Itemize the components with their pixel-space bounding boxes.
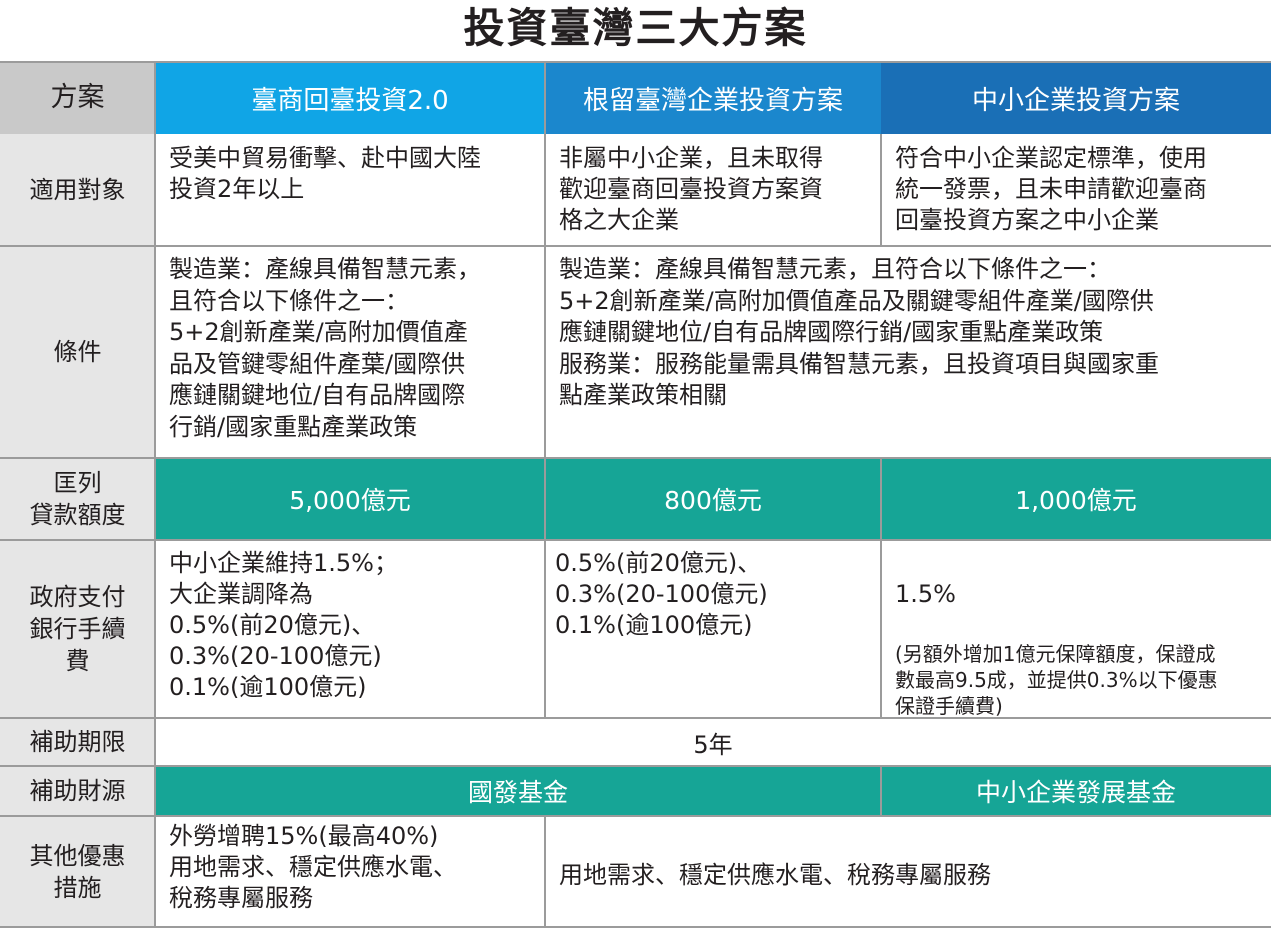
fee-col3: 1.5% (另額外增加1億元保障額度，保證成 數最高9.5成，並提供0.3%以下… [881,540,1271,718]
other-label-line2: 措施 [53,874,102,902]
loan-label-line1: 匡列 [53,469,102,497]
header-col1-label: 臺商回臺投資2.0 [251,85,449,116]
row-divider [0,765,1271,767]
other-label-line1: 其他優惠 [29,842,126,870]
col-divider [544,458,546,718]
header-col1: 臺商回臺投資2.0 [155,62,545,134]
other-col23: 用地需求、穩定供應水電、稅務專屬服務 [545,816,1271,928]
row-divider [0,926,1271,928]
other-col23-text: 用地需求、穩定供應水電、稅務專屬服務 [559,860,991,889]
row-divider [0,815,1271,817]
period-label-cell: 補助期限 [0,718,155,766]
fee-col2: 0.5%(前20億元)、 0.3%(20-100億元) 0.1%(逾100億元) [555,549,768,639]
period-value-cell: 5年 [155,718,1271,766]
col-divider [880,766,882,816]
fee-col1: 中小企業維持1.5%； 大企業調降為 0.5%(前20億元)、 0.3%(20-… [169,549,398,701]
period-value: 5年 [693,730,733,759]
col-divider [880,458,882,718]
col-divider [544,246,546,458]
page-title: 投資臺灣三大方案 [463,4,808,52]
period-label: 補助期限 [29,728,126,756]
target-col3: 符合中小企業認定標準，使用 統一發票，且未申請歡迎臺商 回臺投資方案之中小企業 [895,144,1207,234]
conditions-col23: 製造業：產線具備智慧元素，且符合以下條件之一： 5+2創新產業/高附加價值產品及… [559,255,1159,409]
funding-col12: 國發基金 [155,766,881,816]
loan-col1: 5,000億元 [155,458,545,540]
funding-label-cell: 補助財源 [0,766,155,816]
row-divider [0,717,1271,719]
header-label: 方案 [50,82,105,113]
loan-col3: 1,000億元 [881,458,1271,540]
funding-col12-value: 國發基金 [467,778,568,807]
fee-col3-note: (另額外增加1億元保障額度，保證成 數最高9.5成，並提供0.3%以下優惠 保證… [895,642,1218,718]
target-col2: 非屬中小企業，且未取得 歡迎臺商回臺投資方案資 格之大企業 [559,144,823,234]
col-divider [544,62,546,246]
fee-label-line2: 銀行手續 [29,615,126,643]
row-divider [0,245,1271,247]
funding-col3-value: 中小企業發展基金 [975,778,1176,807]
loan-label-line2: 貸款額度 [29,501,126,529]
funding-col3: 中小企業發展基金 [881,766,1271,816]
target-col1: 受美中貿易衝擊、赴中國大陸 投資2年以上 [169,144,481,203]
header-col2-label: 根留臺灣企業投資方案 [582,85,843,116]
row-divider [0,539,1271,541]
conditions-col1: 製造業：產線具備智慧元素， 且符合以下條件之一： 5+2創新產業/高附加價值產 … [169,255,481,441]
header-label-cell: 方案 [0,62,155,134]
fee-label-cell: 政府支付 銀行手續 費 [0,540,155,718]
conditions-label: 條件 [53,338,102,366]
row-divider [0,61,1271,63]
fee-label-line3: 費 [65,647,90,675]
header-col2: 根留臺灣企業投資方案 [545,62,881,134]
conditions-label-cell: 條件 [0,246,155,458]
fee-label-line1: 政府支付 [29,583,126,611]
fee-col3-main: 1.5% [895,580,956,608]
loan-col2-value: 800億元 [664,486,762,515]
loan-label-cell: 匡列 貸款額度 [0,458,155,540]
header-col3-label: 中小企業投資方案 [971,85,1180,116]
header-col3: 中小企業投資方案 [881,62,1271,134]
funding-label: 補助財源 [29,777,126,805]
col-divider [880,134,882,246]
col-divider [544,816,546,928]
loan-col3-value: 1,000億元 [1015,486,1137,515]
target-label-cell: 適用對象 [0,134,155,246]
other-col1: 外勞增聘15%(最高40%) 用地需求、穩定供應水電、 稅務專屬服務 [169,822,457,912]
loan-col2: 800億元 [545,458,881,540]
col-divider [154,62,156,928]
target-label: 適用對象 [29,176,126,204]
other-label-cell: 其他優惠 措施 [0,816,155,928]
row-divider [0,457,1271,459]
loan-col1-value: 5,000億元 [289,486,411,515]
